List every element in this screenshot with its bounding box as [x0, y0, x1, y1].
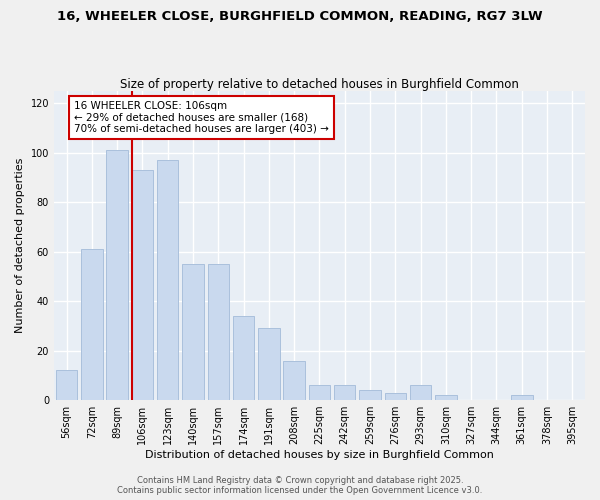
Bar — [334, 385, 355, 400]
Bar — [309, 385, 330, 400]
Bar — [56, 370, 77, 400]
Bar — [410, 385, 431, 400]
Bar — [157, 160, 178, 400]
Bar — [233, 316, 254, 400]
Bar — [258, 328, 280, 400]
X-axis label: Distribution of detached houses by size in Burghfield Common: Distribution of detached houses by size … — [145, 450, 494, 460]
Bar — [435, 395, 457, 400]
Bar — [81, 250, 103, 400]
Bar — [359, 390, 381, 400]
Text: 16, WHEELER CLOSE, BURGHFIELD COMMON, READING, RG7 3LW: 16, WHEELER CLOSE, BURGHFIELD COMMON, RE… — [57, 10, 543, 23]
Bar — [182, 264, 204, 400]
Text: 16 WHEELER CLOSE: 106sqm
← 29% of detached houses are smaller (168)
70% of semi-: 16 WHEELER CLOSE: 106sqm ← 29% of detach… — [74, 101, 329, 134]
Bar — [385, 392, 406, 400]
Y-axis label: Number of detached properties: Number of detached properties — [15, 158, 25, 333]
Bar — [511, 395, 533, 400]
Bar — [131, 170, 153, 400]
Bar — [106, 150, 128, 400]
Title: Size of property relative to detached houses in Burghfield Common: Size of property relative to detached ho… — [120, 78, 519, 91]
Bar — [283, 360, 305, 400]
Bar — [208, 264, 229, 400]
Text: Contains HM Land Registry data © Crown copyright and database right 2025.
Contai: Contains HM Land Registry data © Crown c… — [118, 476, 482, 495]
